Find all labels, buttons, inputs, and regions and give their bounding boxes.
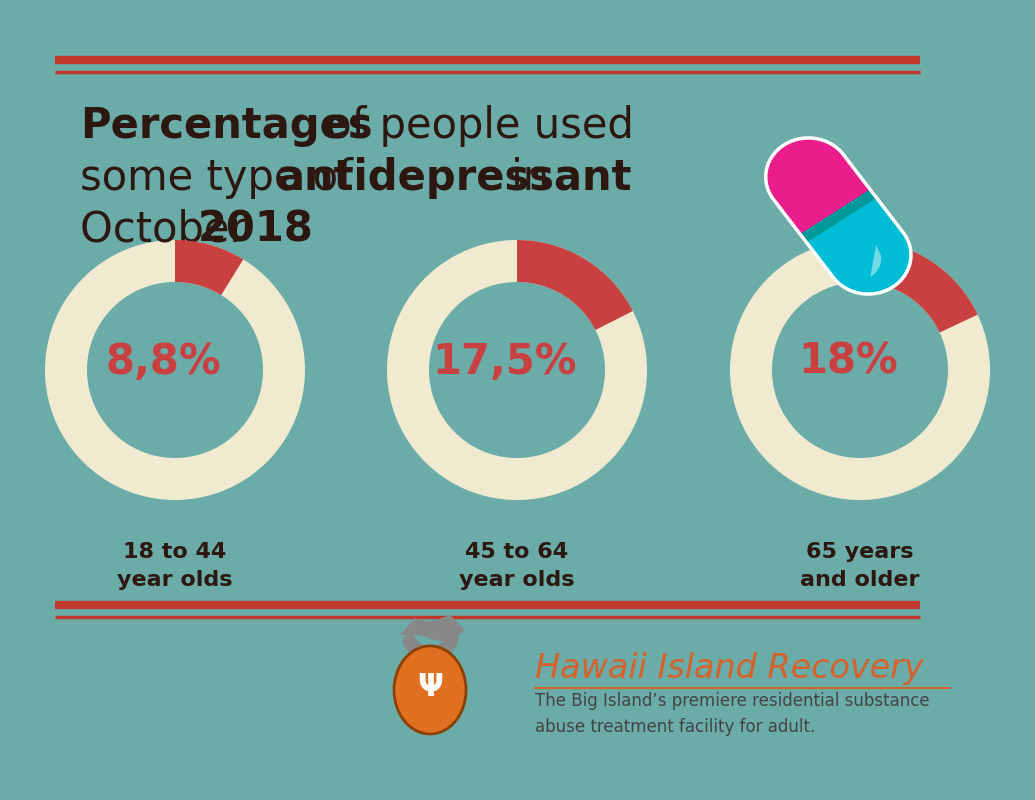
- Polygon shape: [870, 245, 881, 277]
- Polygon shape: [730, 240, 990, 500]
- Text: antidepressant: antidepressant: [276, 157, 631, 199]
- Ellipse shape: [394, 646, 466, 734]
- Text: of people used: of people used: [313, 105, 633, 147]
- Text: Percentages: Percentages: [80, 105, 373, 147]
- Text: 17,5%: 17,5%: [433, 341, 578, 383]
- Text: 2018: 2018: [198, 209, 314, 251]
- Polygon shape: [860, 240, 978, 333]
- Text: some type of: some type of: [80, 157, 366, 199]
- Text: The Big Island’s premiere residential substance
abuse treatment facility for adu: The Big Island’s premiere residential su…: [535, 692, 929, 736]
- Polygon shape: [803, 194, 911, 294]
- Text: 18 to 44
year olds: 18 to 44 year olds: [117, 542, 233, 590]
- Polygon shape: [766, 138, 874, 238]
- Polygon shape: [45, 240, 305, 500]
- Text: 18%: 18%: [798, 341, 898, 383]
- Text: Hawaii Island Recovery: Hawaii Island Recovery: [535, 652, 923, 685]
- Polygon shape: [800, 190, 877, 242]
- Text: 45 to 64
year olds: 45 to 64 year olds: [460, 542, 574, 590]
- Polygon shape: [400, 615, 465, 642]
- Text: 65 years
and older: 65 years and older: [800, 542, 920, 590]
- Polygon shape: [518, 240, 632, 330]
- Polygon shape: [387, 240, 647, 500]
- Polygon shape: [175, 240, 243, 295]
- Text: October: October: [80, 209, 260, 251]
- Text: in: in: [498, 157, 550, 199]
- Text: 8,8%: 8,8%: [106, 341, 220, 383]
- Text: Ψ: Ψ: [417, 674, 443, 702]
